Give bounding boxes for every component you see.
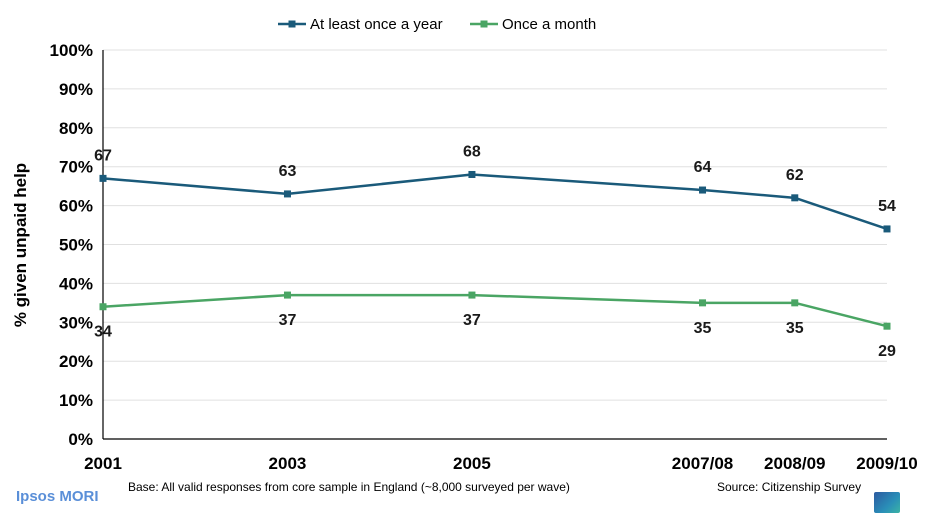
line-chart: 0%10%20%30%40%50%60%70%80%90%100% 2001 20… (11, 16, 918, 473)
x-tick-label: 2009/10 (856, 454, 917, 473)
y-tick-label: 60% (59, 197, 93, 216)
legend-label: Once a month (502, 16, 596, 33)
y-tick-label: 10% (59, 391, 93, 410)
y-tick-label: 80% (59, 119, 93, 138)
y-tick-label: 40% (59, 274, 93, 293)
data-label: 35 (786, 320, 804, 337)
data-point-marker (699, 186, 707, 194)
y-tick-label: 20% (59, 352, 93, 371)
data-label: 35 (694, 320, 712, 337)
y-tick-label: 0% (68, 430, 93, 449)
legend-label: At least once a year (310, 16, 443, 33)
y-axis-label: % given unpaid help (11, 163, 30, 327)
series-line (102, 173, 888, 231)
ipsos-mori-logo: Ipsos MORI (16, 488, 99, 505)
data-label: 54 (878, 198, 896, 215)
data-point-marker (99, 174, 107, 182)
x-tick-labels: 2001 2003 2005 2007/08 2008/09 2009/10 (84, 454, 918, 473)
y-tick-label: 30% (59, 313, 93, 332)
data-label: 67 (94, 147, 112, 164)
y-tick-label: 90% (59, 80, 93, 99)
x-tick-label: 2003 (269, 454, 307, 473)
data-label: 34 (94, 324, 112, 341)
legend-swatch-marker (480, 20, 488, 28)
data-point-marker (791, 194, 799, 202)
x-tick-label: 2005 (453, 454, 491, 473)
legend-swatch-marker (288, 20, 296, 28)
y-tick-label: 100% (50, 41, 93, 60)
data-point-marker (468, 291, 476, 299)
ipsos-logo-icon (874, 492, 900, 513)
series (99, 170, 891, 330)
data-label: 29 (878, 343, 896, 360)
gridlines (103, 49, 887, 401)
data-label: 64 (694, 159, 712, 176)
data-point-marker (99, 303, 107, 311)
y-tick-labels: 0% 10% 20% 30% 40% 50% 60% 70% 80% 90% 100% (50, 41, 93, 449)
series-line (102, 293, 888, 328)
x-tick-label: 2007/08 (672, 454, 733, 473)
data-labels: 67 63 68 64 62 54 34 37 37 35 35 29 (94, 143, 896, 360)
y-tick-label: 70% (59, 158, 93, 177)
x-tick-label: 2001 (84, 454, 122, 473)
data-point-marker (791, 299, 799, 307)
y-tick-label: 50% (59, 236, 93, 255)
data-point-marker (283, 190, 291, 198)
data-label: 68 (463, 143, 481, 160)
data-point-marker (468, 170, 476, 178)
data-label: 37 (463, 312, 481, 329)
data-label: 63 (279, 163, 297, 180)
data-point-marker (883, 225, 891, 233)
data-label: 37 (279, 312, 297, 329)
data-point-marker (283, 291, 291, 299)
axes (102, 50, 887, 440)
data-label: 62 (786, 167, 804, 184)
data-point-marker (883, 322, 891, 330)
data-point-marker (699, 299, 707, 307)
footer-base-note: Base: All valid responses from core samp… (128, 480, 570, 494)
x-tick-label: 2008/09 (764, 454, 825, 473)
footer-source: Source: Citizenship Survey (717, 480, 862, 494)
legend: At least once a year Once a month (278, 16, 596, 33)
